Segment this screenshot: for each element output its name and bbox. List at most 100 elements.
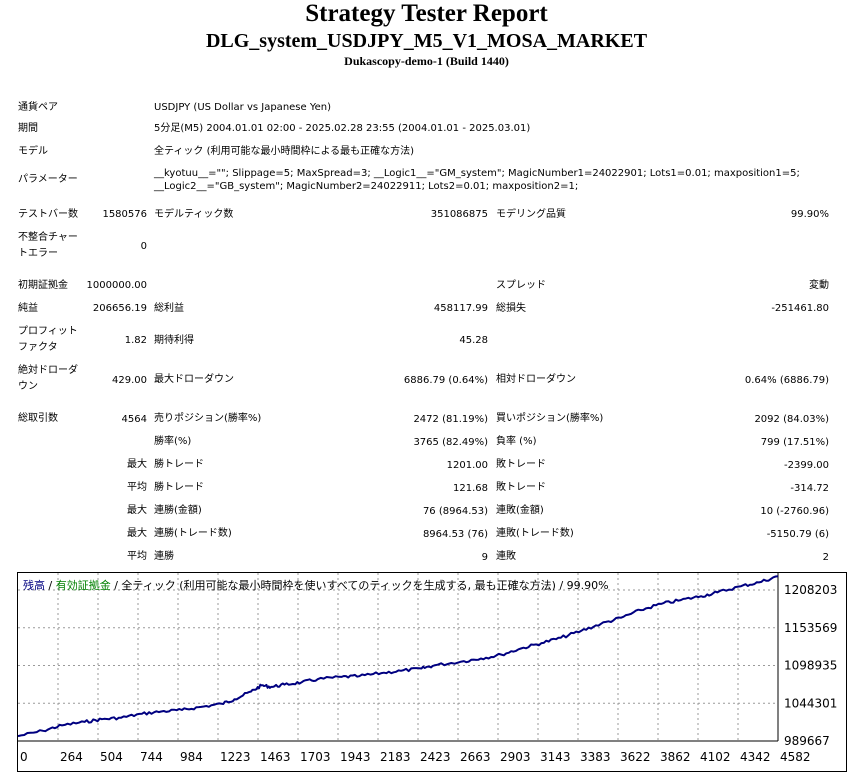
y-tick-label: 1208203 [784,583,837,597]
total-trades-label: 総取引数 [18,413,58,424]
expected-payoff-value: 45.28 [459,335,488,346]
spread-value: 変動 [809,280,829,291]
average-loss-trade-label: 敗トレード [496,482,546,493]
x-tick-label: 984 [180,750,203,764]
profit-trades-label: 勝率(%) [154,436,192,447]
model-label: モデル [18,146,48,157]
short-positions-value: 2472 (81.19%) [413,414,488,425]
x-tick-label: 4582 [780,750,811,764]
x-tick-label: 4102 [700,750,731,764]
max-consecutive-profit-prefix: 最大 [127,528,147,539]
short-positions-label: 売りポジション(勝率%) [154,413,262,424]
x-tick-label: 504 [100,750,123,764]
expert-name: DLG_system_USDJPY_M5_V1_MOSA_MARKET [205,30,648,52]
period-value: 5分足(M5) 2004.01.01 02:00 - 2025.02.28 23… [154,123,531,134]
spread-label: スプレッド [496,280,546,291]
parameters-line-1: __kyotuu__=""; Slippage=5; MaxSpread=3; … [154,168,800,179]
modeling-quality-value: 99.90% [790,209,829,220]
x-tick-label: 744 [140,750,163,764]
ticks-value: 351086875 [430,209,488,220]
y-tick-label: 1153569 [784,621,837,635]
parameters-label: パラメーター [18,174,78,185]
legend-separator: / [45,579,56,592]
average-consecutive-losses-label: 連敗 [496,551,516,562]
x-tick-label: 2423 [420,750,451,764]
balance-chart: 0 264 504 744 984 1223 1463 1703 1943 2183 2423 266… [17,572,847,772]
max-consecutive-loss-value: -5150.79 (6) [766,529,829,540]
loss-trades-value: 799 (17.51%) [760,437,829,448]
maximal-drawdown-label: 最大ドローダウン [154,374,234,385]
max-consecutive-profit-label: 連勝(トレード数) [154,528,232,539]
server-info: Dukascopy-demo-1 (Build 1440) [344,54,509,68]
chart-frame [17,572,847,772]
model-value: 全ティック (利用可能な最小時間枠による最も正確な方法) [154,146,415,157]
max-consecutive-wins-value: 76 (8964.53) [422,506,488,517]
net-profit-label: 純益 [18,303,38,314]
profit-trades-value: 3765 (82.49%) [413,437,488,448]
balance-line [17,575,779,738]
x-tick-label: 1463 [260,750,291,764]
bars-label: テストバー数 [18,209,78,220]
legend-separator: / [110,579,122,592]
largest-loss-trade-label: 敗トレード [496,459,546,470]
mismatch-label-line-1: 不整合チャー [18,232,78,243]
x-tick-label: 264 [60,750,83,764]
x-tick-label: 3143 [540,750,571,764]
symbol-label: 通貨ペア [18,102,58,113]
chart-legend: 残高 / 有効証拠金 / 全ティック (利用可能な最小時間枠を使いすべてのティッ… [23,577,609,593]
parameters-line-2: __Logic2__="GB_system"; MagicNumber2=240… [154,181,579,192]
x-tick-label: 1223 [220,750,251,764]
x-tick-label: 2903 [500,750,531,764]
max-consecutive-profit-value: 8964.53 (76) [422,529,488,540]
gross-loss-label: 総損失 [496,303,526,314]
y-tick-label: 1098935 [784,659,837,673]
average-profit-trade-label: 勝トレード [154,482,204,493]
x-tick-label: 0 [20,750,28,764]
x-tick-label: 1703 [300,750,331,764]
average-consecutive-prefix: 平均 [127,551,147,562]
average-consecutive-wins-value: 9 [481,552,488,563]
average-profit-trade-value: 121.68 [453,483,488,494]
max-consecutive-wins-label: 連勝(金額) [154,505,202,516]
average-consecutive-wins-label: 連勝 [154,551,174,562]
ticks-label: モデルティック数 [154,209,234,220]
total-trades-value: 4564 [121,414,147,425]
average-loss-trade-value: -314.72 [790,483,829,494]
x-tick-label: 3383 [580,750,611,764]
largest-prefix: 最大 [127,459,147,470]
x-tick-label: 1943 [340,750,371,764]
x-tick-label: 4342 [740,750,771,764]
absolute-drawdown-value: 429.00 [112,375,147,386]
max-consecutive-losses-label: 連敗(金額) [496,505,544,516]
max-consecutive-losses-value: 10 (-2760.96) [760,506,829,517]
x-tick-label: 2663 [460,750,491,764]
relative-drawdown-label: 相対ドローダウン [496,374,576,385]
gross-profit-value: 458117.99 [433,303,488,314]
mismatch-value: 0 [140,241,147,252]
profit-factor-label-line-2: ファクタ [18,342,58,353]
deposit-label: 初期証拠金 [18,280,68,291]
period-label: 期間 [18,123,38,134]
relative-drawdown-value: 0.64% (6886.79) [744,375,829,386]
legend-model: 全ティック (利用可能な最小時間枠を使いすべてのティックを生成する, 最も正確な… [121,579,609,592]
modeling-quality-label: モデリング品質 [496,209,566,220]
legend-balance: 残高 [23,579,45,592]
y-tick-label: 989667 [784,734,830,748]
y-tick-label: 1044301 [784,696,837,710]
legend-equity: 有効証拠金 [55,579,111,592]
average-prefix: 平均 [127,482,147,493]
profit-factor-label-line-1: プロフィット [18,326,78,337]
x-tick-label: 2183 [380,750,411,764]
largest-loss-trade-value: -2399.00 [784,460,829,471]
bars-value: 1580576 [102,209,147,220]
maximal-drawdown-value: 6886.79 (0.64%) [403,375,488,386]
x-tick-label: 3622 [620,750,651,764]
mismatch-label-line-2: トエラー [18,248,58,259]
deposit-value: 1000000.00 [86,280,147,291]
report-title: Strategy Tester Report [305,0,548,27]
absolute-drawdown-label-line-2: ウン [18,381,38,392]
net-profit-value: 206656.19 [92,303,147,314]
x-tick-label: 3862 [660,750,691,764]
expected-payoff-label: 期待利得 [154,335,194,346]
absolute-drawdown-label-line-1: 絶対ドローダ [18,365,78,376]
